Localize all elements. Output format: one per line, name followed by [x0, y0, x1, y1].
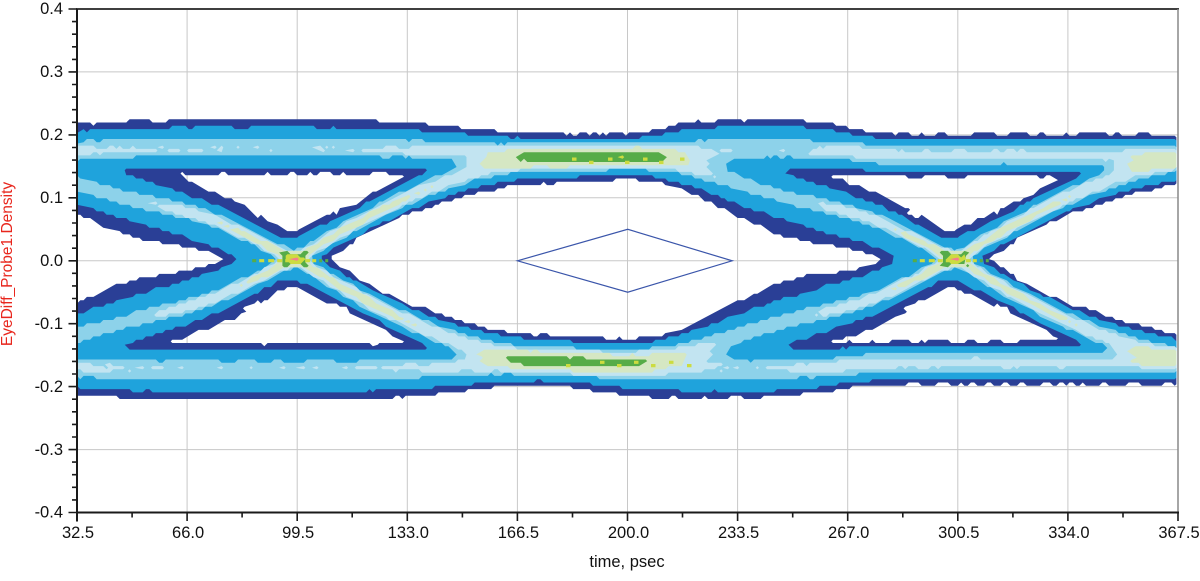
- svg-text:334.0: 334.0: [1048, 524, 1089, 542]
- svg-text:-0.1: -0.1: [35, 315, 63, 333]
- svg-text:0.1: 0.1: [40, 189, 63, 207]
- svg-text:0.2: 0.2: [40, 126, 63, 144]
- svg-text:300.5: 300.5: [938, 524, 979, 542]
- svg-text:-0.2: -0.2: [35, 378, 63, 396]
- svg-text:233.5: 233.5: [718, 524, 759, 542]
- svg-text:0.3: 0.3: [40, 63, 63, 81]
- svg-text:367.5: 367.5: [1158, 524, 1199, 542]
- svg-text:133.0: 133.0: [388, 524, 429, 542]
- svg-text:-0.4: -0.4: [35, 504, 63, 522]
- svg-text:time, psec: time, psec: [589, 553, 664, 571]
- svg-text:200.0: 200.0: [608, 524, 649, 542]
- svg-text:99.5: 99.5: [282, 524, 314, 542]
- svg-text:-0.3: -0.3: [35, 441, 63, 459]
- svg-text:32.5: 32.5: [62, 524, 94, 542]
- svg-text:66.0: 66.0: [172, 524, 204, 542]
- svg-text:166.5: 166.5: [498, 524, 539, 542]
- svg-text:267.0: 267.0: [828, 524, 869, 542]
- svg-text:0.4: 0.4: [40, 0, 63, 18]
- svg-text:0.0: 0.0: [40, 252, 63, 270]
- svg-text:EyeDiff_Probe1.Density: EyeDiff_Probe1.Density: [0, 182, 16, 347]
